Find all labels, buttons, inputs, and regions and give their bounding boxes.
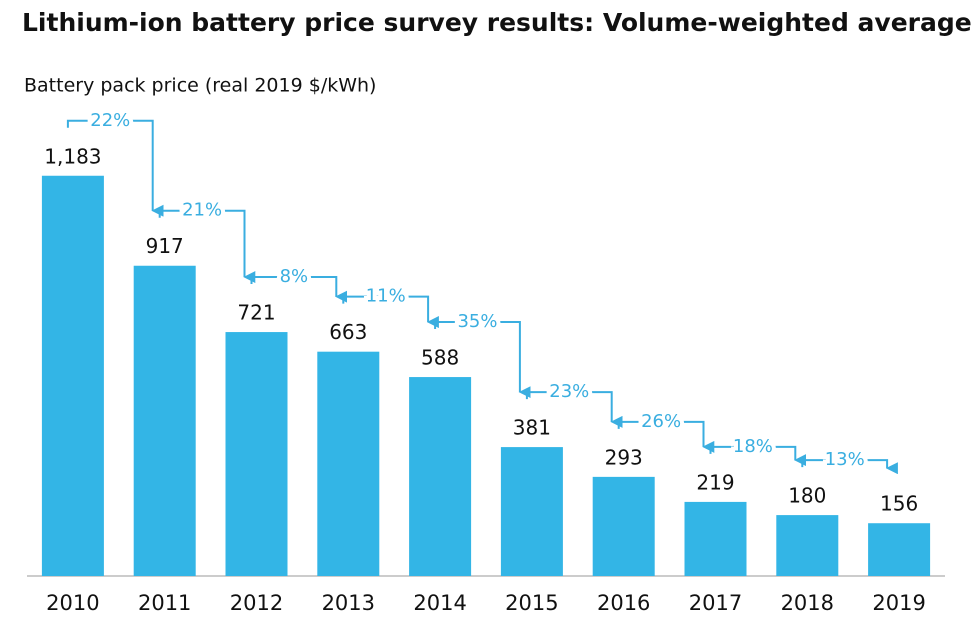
bar [868,523,931,576]
change-label: 18% [733,436,773,457]
x-tick-label: 2016 [597,591,650,615]
bar [684,501,747,576]
value-label: 588 [421,346,459,370]
change-label: 11% [366,286,406,307]
x-tick-label: 2012 [230,591,283,615]
change-arrow [250,276,348,303]
change-label: 23% [549,381,589,402]
value-label: 156 [880,492,918,516]
value-label: 219 [696,470,734,494]
change-arrow [434,321,531,399]
change-arrow [342,295,439,329]
chart-subtitle: Battery pack price (real 2019 $/kWh) [24,75,376,97]
value-label: 180 [788,484,826,508]
x-tick-label: 2011 [138,591,191,615]
x-tick-label: 2015 [505,591,558,615]
x-tick-label: 2014 [413,591,466,615]
bar [776,515,839,576]
x-tick-label: 2010 [46,591,99,615]
value-label: 1,183 [44,144,101,168]
change-arrow [801,459,898,475]
bar [409,377,472,576]
bar [592,476,655,576]
value-label: 721 [237,301,275,325]
change-label: 8% [280,266,309,287]
value-label: 917 [146,234,184,258]
change-arrow [158,209,256,284]
bar [41,175,104,577]
bar [500,447,563,576]
value-label: 381 [513,416,551,440]
x-tick-label: 2019 [872,591,925,615]
x-tick-label: 2018 [781,591,834,615]
x-tick-label: 2013 [322,591,375,615]
change-label: 22% [90,110,130,131]
x-tick-label: 2017 [689,591,742,615]
change-arrow [66,119,164,217]
change-label: 21% [182,200,222,221]
change-label: 26% [641,411,681,432]
bar [317,351,380,576]
bar [225,332,288,576]
change-arrow [617,420,715,453]
value-label: 663 [329,320,367,344]
change-arrow [709,445,807,467]
bar [133,265,196,576]
change-label: 13% [825,449,865,470]
change-label: 35% [457,311,497,332]
value-label: 293 [605,445,643,469]
change-arrow [525,391,623,428]
chart-title: Lithium-ion battery price survey results… [22,8,972,37]
